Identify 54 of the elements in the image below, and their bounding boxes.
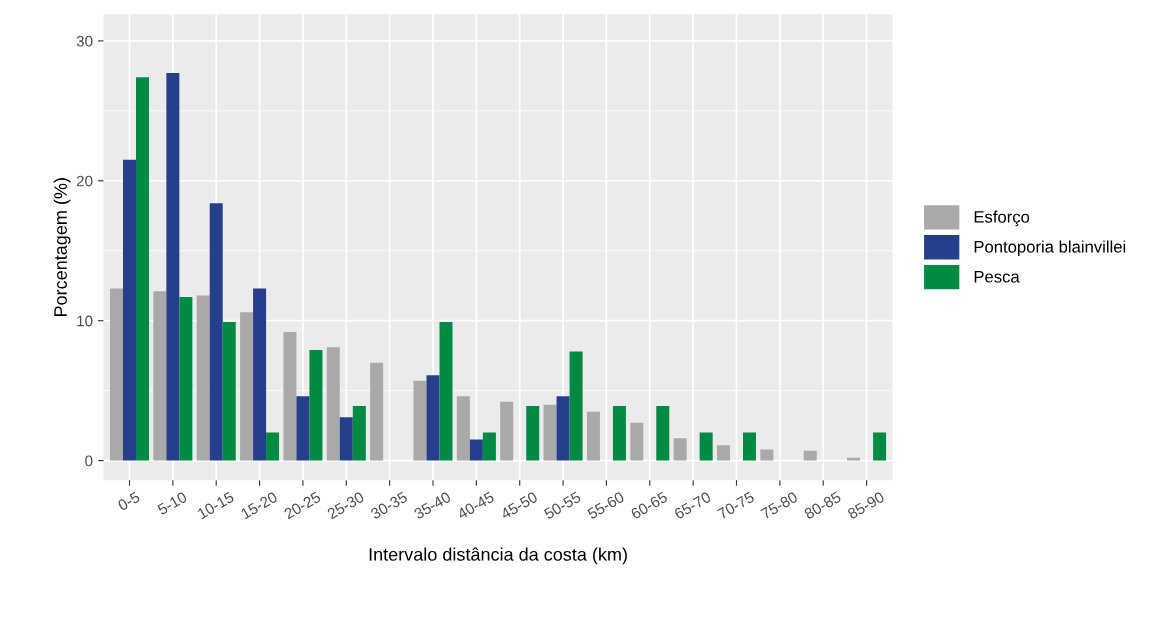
bar [426, 375, 440, 461]
bar [586, 411, 600, 461]
bar [266, 432, 280, 461]
bar [166, 73, 180, 461]
x-tick-label: 5-10 [156, 491, 188, 516]
bar [222, 322, 236, 461]
bar [326, 347, 340, 461]
bar [439, 322, 453, 461]
bar [673, 438, 687, 461]
bar [339, 417, 353, 461]
bar [196, 295, 210, 461]
bar [109, 288, 123, 461]
bar [543, 404, 557, 461]
bar [370, 362, 384, 461]
x-tick-label: 0-5 [117, 491, 141, 512]
bar [500, 401, 514, 461]
legend-label: Pesca [974, 270, 1020, 283]
bar [253, 288, 267, 461]
bar [456, 396, 470, 461]
bar [482, 432, 496, 461]
y-axis-title: Porcentagem (%) [53, 178, 71, 316]
bar [716, 445, 730, 461]
bar [123, 159, 137, 461]
bar [526, 406, 540, 461]
bar [179, 296, 193, 461]
bar [209, 203, 223, 461]
bar [413, 380, 427, 461]
bar [309, 350, 323, 461]
bar [656, 406, 670, 461]
x-axis-title: Intervalo distância da costa (km) [369, 547, 627, 565]
x-tick-label: 45-50 [499, 491, 539, 520]
bar [873, 432, 887, 461]
bar [760, 449, 774, 461]
y-tick-label: 10 [77, 315, 93, 327]
bar [352, 406, 366, 461]
bar [569, 351, 583, 461]
y-tick-label: 0 [85, 455, 93, 467]
bar [847, 457, 861, 461]
legend-label: Esforço [974, 210, 1030, 227]
y-tick-label: 20 [76, 175, 93, 187]
bar [283, 331, 297, 461]
bar [803, 450, 817, 461]
bar [556, 396, 570, 461]
bar [469, 439, 483, 461]
bar [240, 312, 254, 461]
legend-label: Pontoporia blainvillei [974, 240, 1126, 256]
bar [612, 406, 626, 461]
y-tick-label: 30 [76, 35, 93, 47]
bar [743, 432, 757, 461]
bar [153, 291, 167, 461]
bar [699, 432, 713, 461]
bar [136, 77, 150, 461]
bar [296, 396, 310, 461]
bar [630, 422, 644, 461]
